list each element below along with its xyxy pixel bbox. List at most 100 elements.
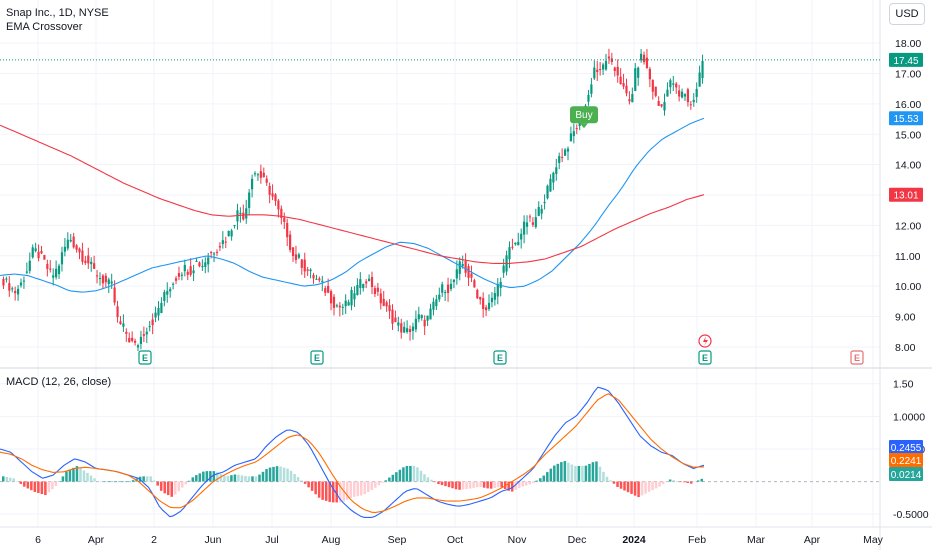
buy-signal-box [570,106,598,124]
macd-histogram-bar [173,481,177,495]
candle-body [8,283,11,291]
macd-histogram-bar [268,467,272,482]
macd-histogram-bar [40,481,44,495]
macd-histogram-bar [461,481,465,490]
macd-histogram-bar [100,481,103,483]
candle-body [444,292,447,294]
earnings-marker-box [493,350,507,365]
candle-body [321,280,324,282]
candle-body [309,269,312,272]
macd-histogram-bar [5,477,9,482]
candle-body [464,260,467,273]
candle-body [16,288,20,295]
candle-body [675,83,678,88]
time-axis-tick: 6 [35,534,41,546]
macd-histogram-bar [388,477,391,482]
candle-body [599,69,602,71]
candle-body [312,275,315,279]
earnings-marker-box [310,350,324,365]
macd-histogram-bar [145,476,149,482]
candle-body [426,315,429,321]
macd-histogram-bar [409,465,412,482]
candle-body [558,156,561,164]
candle-body [306,269,309,271]
candle-body [347,302,350,306]
macd-histogram-bar [216,472,219,482]
candle-body [160,302,163,314]
macd-histogram-bar [65,471,68,482]
macd-histogram-bar [289,470,293,482]
candle-body [136,345,140,348]
macd-histogram-bar [542,475,546,482]
earnings-marker-label: E [314,353,320,363]
macd-histogram-bar [96,481,100,482]
macd-histogram-bar [251,476,254,482]
macd-histogram-bar [72,467,75,482]
macd-histogram-bar [444,481,447,487]
ema-slow-line [0,124,705,264]
macd-histogram-bar [549,468,553,482]
candle-body [370,276,374,288]
candle-body [628,99,631,102]
candle-body [645,57,649,69]
macd-histogram-bar [637,481,640,498]
candle-body [537,206,540,216]
candle-body [414,318,417,330]
macd-histogram-bar [209,471,212,482]
candle-body [438,294,441,300]
candle-body [575,128,578,130]
macd-histogram-bar [128,481,131,483]
candle-body [350,289,353,306]
macd-histogram-bar [258,474,261,482]
macd-histogram-bar [230,475,233,482]
candle-body [87,255,90,264]
macd-histogram-bar [626,481,630,493]
candle-body [651,79,654,92]
ema-slow-label-bg [889,187,923,202]
macd-histogram-bar [651,481,654,491]
macd-histogram-bar [166,481,170,496]
candle-body [52,275,55,278]
candle-body [613,67,616,71]
candle-body [493,293,496,300]
macd-histogram-bar [163,481,166,494]
candle-body [207,257,210,265]
macd-histogram-bar [510,481,514,492]
macd-histogram-bar [524,481,528,486]
macd-histogram-bar [605,476,609,482]
macd-histogram-bar [496,481,500,488]
candle-body [268,186,271,195]
candle-body [31,247,34,258]
macd-histogram-bar [367,481,370,493]
candle-body [593,67,596,79]
candle-body [221,240,224,245]
macd-histogram-bar [324,481,328,501]
last-price-label-bg [889,52,923,67]
macd-histogram-bar [584,465,588,482]
time-axis-tick: Nov [508,534,527,546]
signal-value-label-text: 0.2241 [891,456,922,467]
candle-body [678,90,681,97]
histogram-value-label: 0.0214 [889,467,923,481]
candle-body [388,305,391,312]
macd-histogram-bar [93,478,96,482]
candle-body [75,245,78,250]
candle-body [163,291,166,301]
time-axis-tick: Sep [388,534,407,546]
candle-body [180,274,183,276]
candle-body [523,221,526,235]
candle-body [22,280,26,282]
macd-histogram-bar [472,481,475,488]
time-axis-tick: 2024 [622,534,646,546]
macd-histogram-bar [188,480,191,482]
macd-histogram-bar [279,466,282,482]
candle-body [406,328,409,333]
candle-body [186,271,189,275]
candle-body [517,241,520,246]
macd-histogram-bar [149,476,152,482]
candle-body [373,288,377,294]
candle-body [338,305,341,308]
currency-button[interactable]: USD [889,3,925,25]
